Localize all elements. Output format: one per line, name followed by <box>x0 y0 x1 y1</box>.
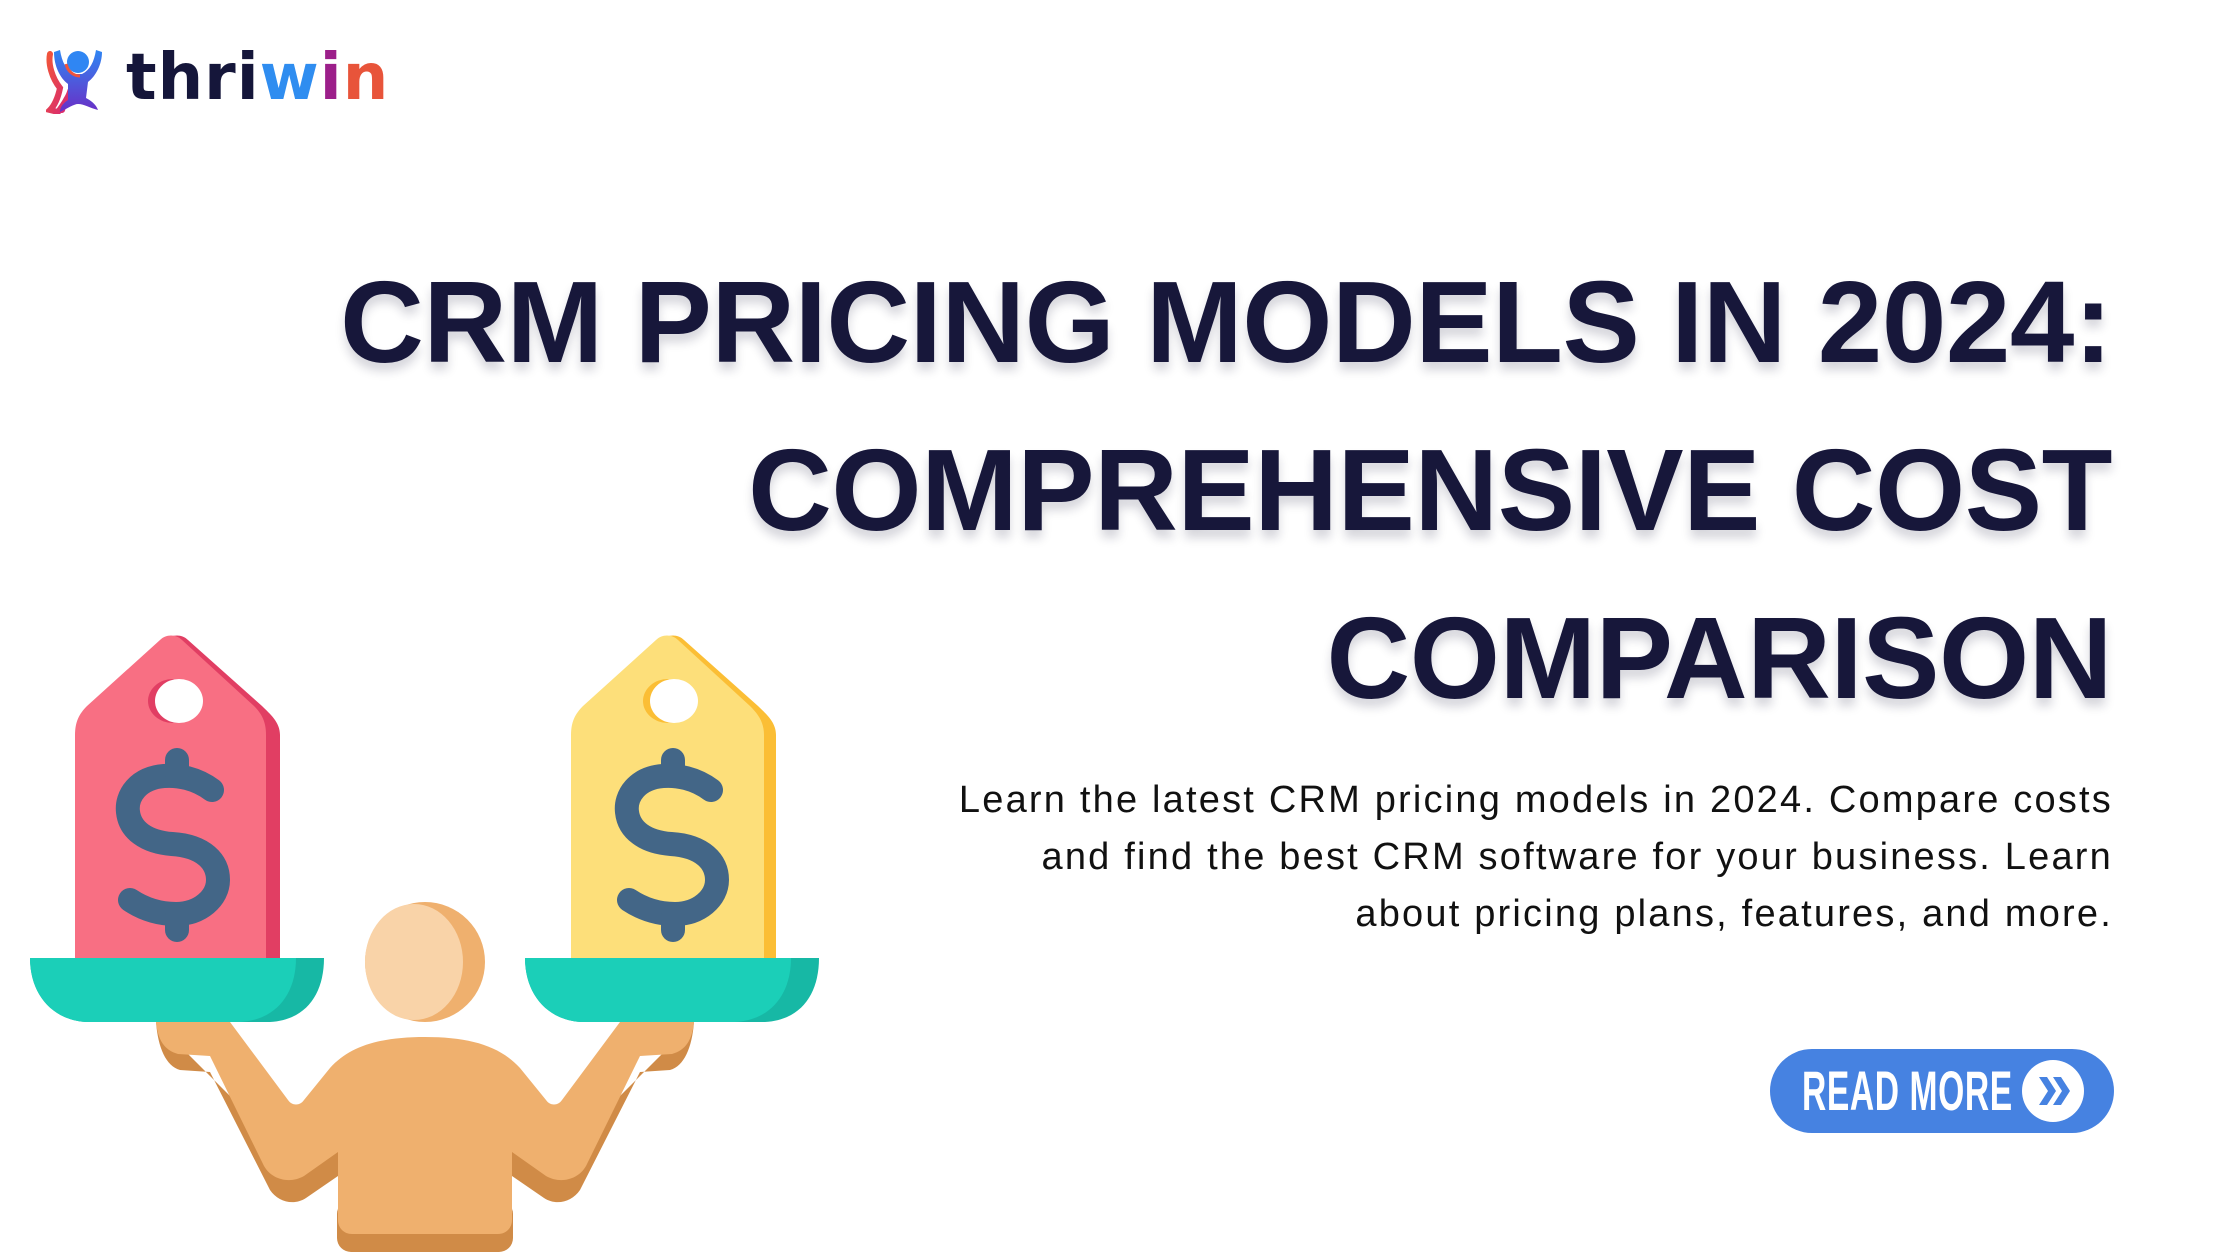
title-line-1: CRM PRICING MODELS IN 2024: <box>340 257 2112 387</box>
description-line-2: and find the best CRM software for your … <box>1041 836 2113 878</box>
description-line-1: Learn the latest CRM pricing models in 2… <box>958 779 2113 821</box>
person-balancing-price-tags-illustration <box>30 635 819 1252</box>
title-line-3: COMPARISON <box>1326 593 2112 723</box>
read-more-label: READ MORE <box>1802 1059 2013 1122</box>
yellow-price-tag <box>571 635 776 958</box>
person-figure <box>156 902 694 1252</box>
page-title: CRM PRICING MODELS IN 2024: COMPREHENSIV… <box>340 238 2112 742</box>
double-chevron-right-icon <box>2022 1060 2084 1122</box>
pink-price-tag <box>75 635 280 958</box>
description-line-3: about pricing plans, features, and more. <box>1355 893 2113 935</box>
person-arms-raised-icon <box>46 50 102 114</box>
brand-logo[interactable]: thriwin <box>46 41 388 115</box>
brand-name: thriwin <box>126 41 390 115</box>
read-more-button[interactable]: READ MORE <box>1770 1049 2114 1133</box>
right-tray <box>525 958 819 1022</box>
description: Learn the latest CRM pricing models in 2… <box>959 772 2113 943</box>
left-tray <box>30 958 324 1022</box>
title-line-2: COMPREHENSIVE COST <box>748 425 2112 555</box>
